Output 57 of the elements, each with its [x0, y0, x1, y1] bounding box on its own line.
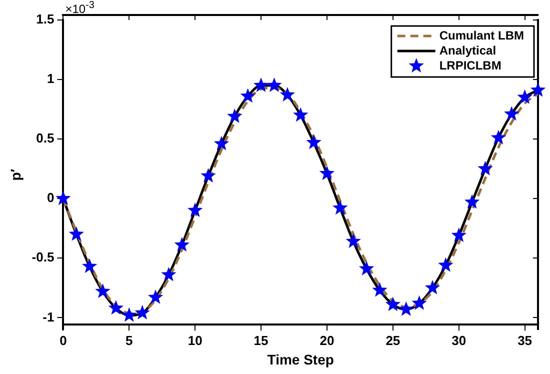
point: [187, 202, 203, 217]
point: [438, 257, 454, 272]
point: [306, 134, 322, 150]
point: [68, 226, 84, 241]
point: [253, 77, 269, 92]
y-tick-label: 0: [46, 190, 54, 206]
x-tick-label: 5: [126, 332, 133, 348]
y-tick-label: 0.5: [36, 130, 54, 146]
point: [504, 106, 520, 121]
point: [200, 168, 216, 182]
point: [280, 87, 296, 102]
point: [292, 107, 308, 122]
point: [478, 160, 493, 176]
point: [161, 266, 176, 282]
point: [398, 301, 414, 316]
point: [319, 166, 335, 180]
point: [490, 130, 506, 144]
point: [385, 296, 401, 312]
legend-label: Analytical: [439, 43, 496, 58]
point: [424, 280, 440, 294]
x-tick-label: 15: [254, 332, 268, 348]
point: [56, 190, 71, 206]
text: ×10$^{-3}$: [65, 0, 94, 16]
y-axis-title: p′: [7, 168, 24, 181]
point: [266, 77, 282, 92]
legend-label: LRPICLBM: [439, 58, 502, 72]
point: [174, 237, 190, 252]
point: [451, 228, 466, 242]
x-tick-label: 20: [320, 332, 334, 348]
y-tick-label: -0.5: [32, 250, 54, 265]
point: [517, 89, 532, 104]
y-tick-label: -1: [42, 309, 54, 324]
point: [95, 283, 110, 298]
point: [122, 307, 137, 322]
point: [530, 82, 546, 97]
point: [332, 200, 348, 215]
y-tick-label: 1: [46, 71, 54, 86]
point: [148, 289, 164, 304]
point: [464, 194, 480, 209]
point: [358, 260, 374, 276]
point: [108, 300, 124, 315]
point: [214, 136, 230, 150]
x-axis-title: Time Step: [267, 351, 334, 368]
x-tick-label: 35: [518, 332, 532, 348]
point: [346, 233, 361, 248]
legend-label: Cumulant LBM: [439, 28, 524, 42]
point: [227, 108, 242, 123]
x-tick-label: 30: [452, 332, 466, 348]
point: [372, 282, 388, 297]
point: [82, 258, 98, 273]
point: [412, 295, 427, 310]
point: [240, 88, 256, 103]
x-tick-label: 10: [188, 332, 202, 348]
x-tick-label: 0: [60, 332, 67, 348]
point: [134, 304, 150, 320]
y-tick-label: 1.5: [36, 12, 54, 27]
x-tick-label: 25: [386, 332, 400, 348]
